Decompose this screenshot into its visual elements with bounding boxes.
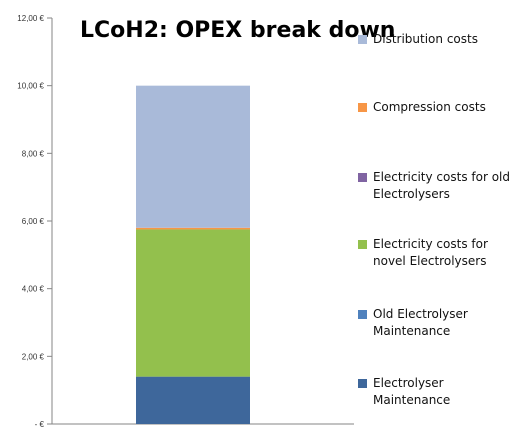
legend-swatch: [358, 35, 367, 44]
legend-item: Electricity costs for old Electrolysers: [358, 169, 523, 203]
y-tick-label: 6,00 €: [22, 217, 45, 226]
y-tick-label: 2,00 €: [22, 352, 45, 361]
legend-label: Compression costs: [373, 100, 486, 114]
legend-swatch: [358, 103, 367, 112]
legend-label: Electricity costs for old Electrolysers: [373, 170, 510, 201]
y-tick-label: 10,00 €: [17, 82, 44, 91]
bar-segment-0: [136, 376, 250, 424]
bar-segment-5: [136, 85, 250, 228]
legend-item: Electricity costs for novel Electrolyser…: [358, 236, 523, 270]
legend-swatch: [358, 240, 367, 249]
legend-swatch: [358, 379, 367, 388]
legend-item: Compression costs: [358, 99, 523, 116]
chart-title: LCoH2: OPEX break down: [80, 18, 396, 43]
y-tick-label: 8,00 €: [22, 149, 45, 158]
legend-swatch: [358, 173, 367, 182]
y-tick-label: 4,00 €: [22, 285, 45, 294]
legend-label: Distribution costs: [373, 32, 478, 46]
legend-item: Distribution costs: [358, 31, 523, 48]
legend-label: Electrolyser Maintenance: [373, 376, 451, 407]
bar-segment-2: [136, 229, 250, 377]
legend-item: Electrolyser Maintenance: [358, 375, 523, 409]
legend-label: Old Electrolyser Maintenance: [373, 307, 468, 338]
legend-item: Old Electrolyser Maintenance: [358, 306, 523, 340]
legend-label: Electricity costs for novel Electrolyser…: [373, 237, 488, 268]
legend-swatch: [358, 310, 367, 319]
legend: Electrolyser Maintenance Old Electrolyser…: [358, 0, 523, 440]
y-tick-label: - €: [35, 420, 45, 429]
y-tick-label: 12,00 €: [17, 14, 44, 23]
bar-segment-4: [136, 227, 250, 230]
